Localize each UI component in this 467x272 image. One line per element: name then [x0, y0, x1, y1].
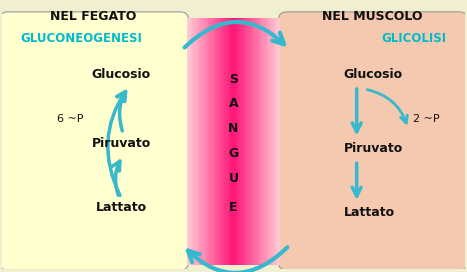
Bar — [234, 18, 236, 265]
Text: 6 ~P: 6 ~P — [57, 114, 84, 124]
Text: NEL FEGATO: NEL FEGATO — [50, 10, 137, 23]
Bar — [245, 18, 248, 265]
Text: E: E — [229, 201, 238, 214]
Bar — [241, 18, 243, 265]
Text: NEL MUSCOLO: NEL MUSCOLO — [322, 10, 423, 23]
Bar — [197, 18, 199, 265]
Bar — [266, 18, 269, 265]
Text: Glucosio: Glucosio — [92, 68, 151, 81]
Bar — [208, 18, 211, 265]
Bar — [219, 18, 222, 265]
Bar — [224, 18, 227, 265]
FancyBboxPatch shape — [278, 12, 467, 270]
Bar — [226, 18, 229, 265]
Bar — [199, 18, 202, 265]
Bar — [229, 18, 232, 265]
Text: 2 ~P: 2 ~P — [413, 114, 440, 124]
Bar — [236, 18, 239, 265]
Text: S: S — [229, 73, 238, 86]
Bar — [248, 18, 250, 265]
Bar — [252, 18, 255, 265]
Bar — [194, 18, 197, 265]
Bar — [215, 18, 218, 265]
Bar — [270, 18, 273, 265]
Bar — [213, 18, 216, 265]
Bar — [277, 18, 280, 265]
Bar — [256, 18, 259, 265]
Bar — [254, 18, 257, 265]
Text: A: A — [229, 97, 238, 110]
Bar — [190, 18, 192, 265]
Text: Piruvato: Piruvato — [344, 142, 403, 155]
Bar — [273, 18, 276, 265]
Bar — [211, 18, 213, 265]
FancyBboxPatch shape — [0, 12, 189, 270]
Bar — [268, 18, 271, 265]
Bar — [192, 18, 195, 265]
Bar — [249, 18, 252, 265]
Text: GLUCONEOGENESI: GLUCONEOGENESI — [20, 32, 142, 45]
Bar — [259, 18, 262, 265]
Bar — [238, 18, 241, 265]
Text: Glucosio: Glucosio — [344, 68, 403, 81]
Bar — [275, 18, 278, 265]
Text: G: G — [228, 147, 239, 160]
Text: Piruvato: Piruvato — [92, 137, 151, 150]
Bar — [222, 18, 225, 265]
Bar — [243, 18, 246, 265]
Text: Lattato: Lattato — [96, 201, 147, 214]
Text: GLICOLISI: GLICOLISI — [382, 32, 447, 45]
Text: U: U — [228, 172, 239, 185]
Bar — [231, 18, 234, 265]
Bar — [263, 18, 266, 265]
Text: Lattato: Lattato — [344, 206, 395, 219]
Bar — [204, 18, 206, 265]
Text: N: N — [228, 122, 239, 135]
Bar — [201, 18, 204, 265]
Bar — [261, 18, 264, 265]
Bar — [218, 18, 220, 265]
Bar — [206, 18, 209, 265]
Bar — [187, 18, 190, 265]
